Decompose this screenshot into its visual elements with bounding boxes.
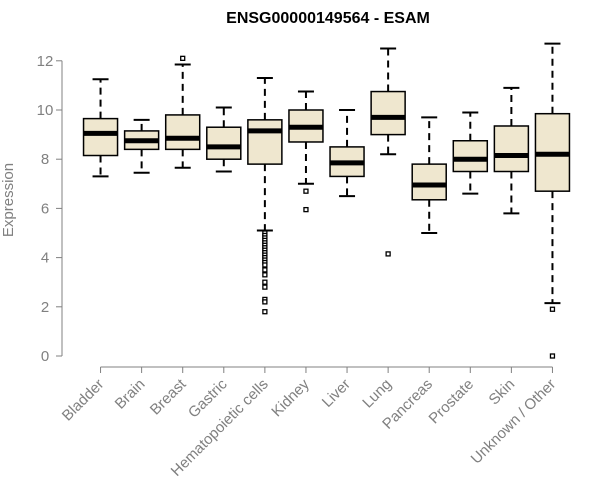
box-group bbox=[288, 90, 324, 213]
box-iqr bbox=[82, 117, 119, 157]
y-tick-label: 10 bbox=[37, 102, 54, 119]
y-tick-label: 4 bbox=[41, 250, 49, 267]
x-tick-label: Prostate bbox=[426, 376, 478, 428]
outlier-point bbox=[549, 306, 556, 312]
y-tick-label: 2 bbox=[41, 299, 49, 316]
outlier-point bbox=[385, 251, 391, 257]
box-group bbox=[206, 106, 242, 173]
x-tick-label: Lung bbox=[359, 376, 395, 412]
x-tick-label: Bladder bbox=[59, 376, 108, 425]
outlier-point bbox=[303, 188, 309, 194]
y-tick-label: 8 bbox=[41, 151, 49, 168]
x-tick-label: Liver bbox=[319, 376, 354, 411]
box-group bbox=[534, 42, 571, 359]
box-group bbox=[493, 86, 530, 215]
box-iqr bbox=[452, 140, 489, 173]
box-iqr bbox=[370, 90, 406, 136]
y-tick-label: 12 bbox=[37, 53, 54, 70]
box-iqr bbox=[247, 119, 283, 165]
outlier-point bbox=[262, 279, 268, 285]
box-iqr bbox=[411, 163, 447, 201]
box-iqr bbox=[493, 125, 530, 173]
y-tick-label: 0 bbox=[41, 348, 49, 365]
outlier-point bbox=[262, 299, 268, 305]
x-tick-label: Kidney bbox=[268, 375, 313, 420]
box-group bbox=[123, 118, 160, 174]
box-group bbox=[411, 116, 447, 234]
outlier-point bbox=[262, 284, 268, 290]
outlier-point bbox=[303, 206, 309, 213]
outlier-point bbox=[262, 262, 268, 268]
chart-title: ENSG00000149564 - ESAM bbox=[226, 10, 430, 27]
box-group bbox=[452, 111, 489, 195]
box-group bbox=[370, 47, 406, 257]
box-iqr bbox=[164, 114, 201, 151]
x-tick-label: Skin bbox=[486, 376, 519, 409]
box-group bbox=[247, 77, 283, 315]
outlier-point bbox=[180, 55, 186, 61]
y-tick-label: 6 bbox=[41, 200, 49, 217]
box-group bbox=[82, 78, 119, 178]
boxes-layer bbox=[82, 42, 571, 359]
outlier-point bbox=[262, 309, 268, 315]
outlier-point bbox=[549, 353, 556, 359]
x-tick-label: Breast bbox=[147, 375, 190, 418]
box-group bbox=[164, 55, 201, 169]
outlier-point bbox=[262, 267, 268, 273]
y-axis-title: Expression bbox=[0, 163, 17, 237]
box-group bbox=[329, 109, 365, 198]
box-iqr bbox=[206, 126, 242, 160]
y-axis: 0 2 4 6 8 10 12 bbox=[37, 53, 63, 365]
outlier-point bbox=[262, 272, 268, 278]
x-tick-label: Brain bbox=[112, 376, 149, 413]
